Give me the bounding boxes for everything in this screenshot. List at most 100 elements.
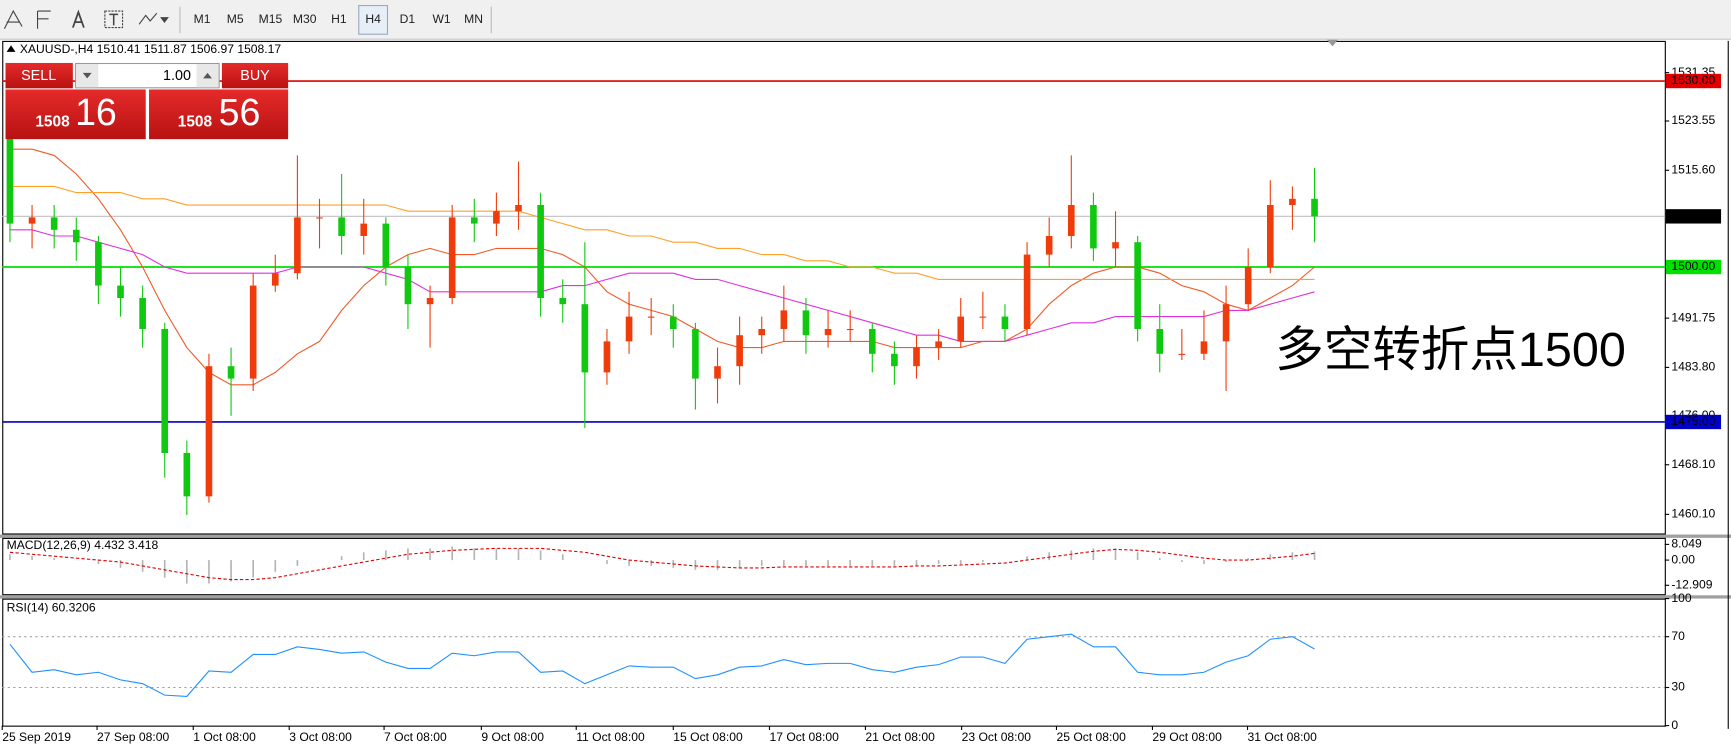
lots-input[interactable]: [75, 62, 220, 89]
candle-body: [758, 328, 766, 336]
level-tag-label: 1475.00: [1671, 414, 1715, 428]
candle-body: [891, 353, 898, 367]
x-tick-label: 21 Oct 08:00: [865, 730, 935, 744]
candle-body: [1023, 254, 1031, 329]
sell-label: SELL: [21, 68, 56, 84]
candle-body: [1090, 205, 1097, 249]
candle-body: [382, 223, 390, 267]
candle-body: [1200, 341, 1208, 354]
timeframe-button[interactable]: M30: [293, 12, 317, 26]
tool-text-t[interactable]: [109, 13, 119, 26]
y-tick-label: 30: [1671, 680, 1685, 694]
candle-body: [603, 341, 611, 373]
price-tag-label: 1508.17: [1671, 209, 1715, 223]
bid-box[interactable]: [5, 89, 146, 140]
candle-body: [647, 316, 655, 318]
candle-body: [28, 217, 36, 224]
timeframe-button[interactable]: W1: [432, 12, 450, 26]
candle-body: [161, 328, 169, 453]
y-tick-label: 100: [1671, 591, 1691, 605]
buy-label: BUY: [240, 68, 270, 84]
candle-body: [95, 242, 102, 286]
timeframe-button[interactable]: H1: [331, 12, 347, 26]
moving-average: [9, 229, 1315, 342]
candle-body: [1134, 242, 1141, 329]
candle-body: [205, 366, 213, 497]
timeframe-button[interactable]: H4: [365, 12, 381, 26]
candle-body: [117, 285, 124, 298]
candle-body: [868, 328, 876, 354]
candle-body: [1067, 205, 1075, 237]
candle-body: [581, 304, 589, 373]
tool-fibo[interactable]: [36, 10, 51, 29]
candle-body: [625, 316, 633, 342]
candle-body: [183, 452, 191, 497]
x-tick-label: 27 Sep 08:00: [97, 730, 169, 744]
x-tick-label: 11 Oct 08:00: [576, 730, 645, 744]
candle-body: [426, 297, 434, 305]
macd-signal: [9, 547, 1315, 581]
candle-body: [360, 223, 368, 237]
candle-body: [249, 285, 257, 379]
pane-separator: [0, 595, 1731, 599]
candle-body: [559, 297, 567, 305]
lots-value: 1.00: [163, 68, 191, 84]
candle-body: [1001, 316, 1009, 329]
candle-body: [1222, 304, 1230, 342]
symbol-title: XAUUSD-,H4 1510.41 1511.87 1506.97 1508.…: [20, 42, 282, 56]
symbol-icon: [6, 45, 16, 52]
candle-body: [979, 316, 987, 318]
level-tag: [1665, 414, 1722, 430]
tool-chart[interactable]: [3, 9, 23, 29]
candle-body: [913, 347, 920, 367]
candle-body: [470, 217, 478, 224]
y-tick-label: 1460.10: [1671, 507, 1715, 521]
timeframe-button[interactable]: M15: [259, 12, 283, 26]
annotation: 多空转折点1500: [1275, 323, 1626, 377]
candle-body: [1112, 242, 1119, 249]
candle-body: [1266, 205, 1274, 267]
candle-body: [1045, 236, 1053, 255]
x-tick-label: 1 Oct 08:00: [193, 730, 256, 744]
candle-body: [271, 273, 279, 286]
ask-digits: 56: [219, 91, 261, 133]
level-tag: [1665, 259, 1722, 275]
moving-average: [9, 185, 1315, 280]
candle-body: [493, 211, 500, 224]
sell-button[interactable]: [5, 62, 73, 89]
buy-button[interactable]: [221, 62, 289, 89]
candle-body: [316, 217, 323, 219]
tool-shapes[interactable]: [138, 12, 158, 25]
x-tick-label: 3 Oct 08:00: [289, 730, 352, 744]
level-tag: [1665, 73, 1722, 89]
toolbar-icons: [3, 6, 181, 34]
level-tag-label: 1530.00: [1671, 73, 1715, 87]
plot: 1531.351523.551515.601491.751483.801476.…: [1, 65, 1722, 744]
candle-body: [824, 328, 832, 336]
candle-body: [714, 366, 721, 379]
timeframe-button[interactable]: D1: [400, 12, 416, 26]
x-tick-label: 9 Oct 08:00: [481, 730, 544, 744]
timeframe-button[interactable]: MN: [464, 12, 483, 26]
x-tick-label: 17 Oct 08:00: [769, 730, 839, 744]
candle-body: [515, 205, 522, 212]
ask-box[interactable]: [149, 89, 289, 140]
timeframe-button[interactable]: M5: [227, 12, 244, 26]
y-tick-label: 1523.55: [1671, 113, 1715, 127]
candle-body: [448, 217, 456, 298]
ask-prefix: 1508: [178, 114, 213, 131]
candle-body: [227, 366, 235, 379]
candle-body: [6, 136, 14, 224]
tool-dropdown[interactable]: [160, 17, 169, 24]
candle-body: [1311, 198, 1318, 217]
x-tick-label: 31 Oct 08:00: [1248, 730, 1318, 744]
tool-text-a[interactable]: [72, 9, 85, 28]
candle-body: [404, 266, 412, 305]
timeframe-button[interactable]: M1: [194, 12, 211, 26]
y-tick-label: 8.049: [1671, 537, 1702, 551]
tool-text-label[interactable]: [104, 10, 124, 29]
candle-body: [72, 229, 80, 243]
rsi-line: [9, 633, 1315, 697]
rsi-pane: [2, 598, 1666, 727]
